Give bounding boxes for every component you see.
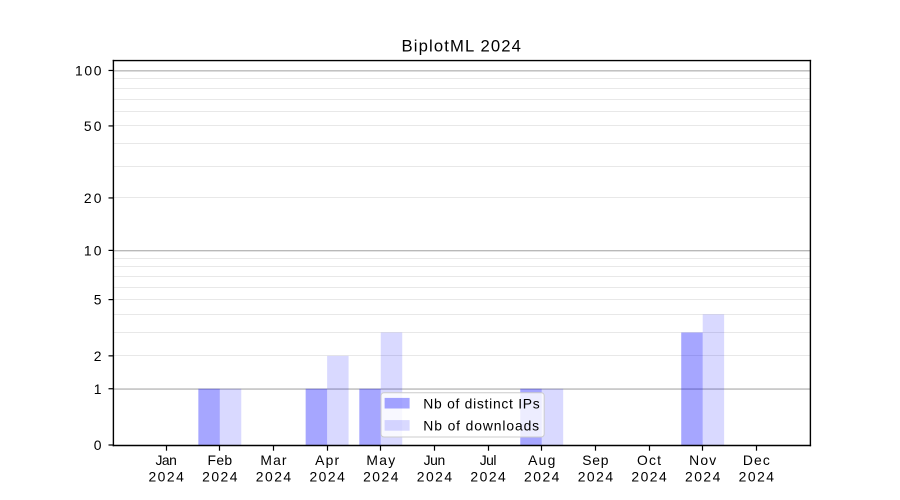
svg-text:Nb of distinct IPs: Nb of distinct IPs	[423, 396, 539, 412]
svg-text:2024: 2024	[578, 469, 614, 485]
svg-text:5: 5	[94, 292, 102, 308]
svg-text:2024: 2024	[417, 469, 453, 485]
svg-text:BiplotML 2024: BiplotML 2024	[402, 36, 521, 55]
svg-text:2024: 2024	[148, 469, 184, 485]
svg-text:Dec: Dec	[743, 452, 770, 468]
svg-text:2024: 2024	[470, 469, 506, 485]
svg-text:Nov: Nov	[689, 452, 716, 468]
svg-text:Aug: Aug	[528, 452, 555, 468]
svg-text:20: 20	[84, 190, 102, 206]
svg-text:Sep: Sep	[582, 452, 608, 468]
svg-text:Oct: Oct	[637, 452, 661, 468]
svg-text:2: 2	[94, 348, 102, 364]
svg-text:Nb of downloads: Nb of downloads	[423, 418, 539, 434]
svg-text:2024: 2024	[202, 469, 238, 485]
svg-text:Jul: Jul	[480, 452, 497, 468]
svg-text:Feb: Feb	[208, 452, 233, 468]
svg-text:2024: 2024	[685, 469, 721, 485]
svg-text:Mar: Mar	[260, 452, 287, 468]
svg-text:2024: 2024	[363, 469, 399, 485]
svg-text:1: 1	[94, 381, 102, 397]
svg-text:2024: 2024	[256, 469, 292, 485]
svg-text:2024: 2024	[309, 469, 345, 485]
svg-text:2024: 2024	[524, 469, 560, 485]
svg-text:Jun: Jun	[424, 452, 446, 468]
svg-text:10: 10	[84, 242, 102, 258]
svg-text:2024: 2024	[631, 469, 667, 485]
svg-text:Jan: Jan	[155, 452, 176, 468]
svg-text:May: May	[366, 452, 395, 468]
svg-text:2024: 2024	[739, 469, 775, 485]
svg-text:0: 0	[94, 437, 102, 453]
svg-text:50: 50	[84, 118, 102, 134]
svg-text:100: 100	[75, 62, 102, 78]
svg-text:Apr: Apr	[315, 452, 339, 468]
